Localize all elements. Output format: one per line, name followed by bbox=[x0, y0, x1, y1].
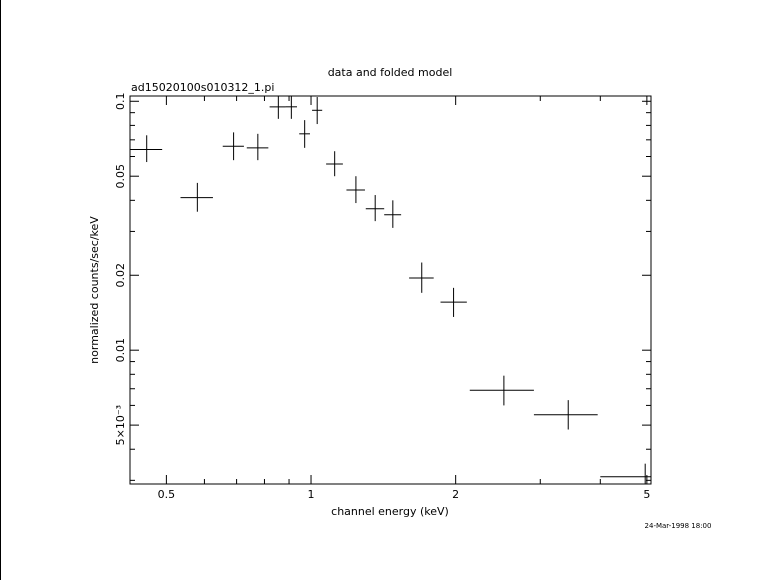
y-axis-label: normalized counts/sec/keV bbox=[88, 216, 101, 364]
data-point bbox=[365, 195, 385, 222]
x-tick-label: 1 bbox=[308, 488, 315, 501]
axis-ticks: 0.5 1 2 5 5×10⁻³ 0.01 0.02 0.05 0.1 bbox=[114, 93, 651, 501]
x-tick-label: 2 bbox=[452, 488, 459, 501]
data-point bbox=[299, 120, 310, 148]
data-point bbox=[246, 133, 269, 161]
data-point bbox=[469, 375, 534, 406]
y-tick-label: 0.01 bbox=[114, 338, 127, 363]
y-tick-label: 0.05 bbox=[114, 164, 127, 189]
plot-frame bbox=[129, 95, 652, 485]
y-tick-label: 0.02 bbox=[114, 263, 127, 288]
data-point bbox=[409, 262, 434, 293]
data-point bbox=[326, 151, 343, 177]
data-point bbox=[312, 97, 323, 125]
x-axis-label: channel energy (keV) bbox=[331, 505, 449, 518]
data-point bbox=[285, 96, 297, 119]
y-tick-label: 5×10⁻³ bbox=[114, 405, 127, 445]
data-point bbox=[600, 463, 651, 484]
timestamp: 24-Mar-1998 18:00 bbox=[645, 522, 712, 530]
chart-title: data and folded model bbox=[328, 66, 453, 79]
x-tick-label: 0.5 bbox=[158, 488, 176, 501]
data-point bbox=[440, 287, 467, 317]
x-tick-label: 5 bbox=[643, 488, 650, 501]
data-points bbox=[130, 96, 651, 484]
data-point bbox=[533, 400, 598, 430]
data-point bbox=[269, 96, 286, 119]
data-point bbox=[222, 132, 244, 161]
data-point bbox=[346, 176, 365, 204]
y-tick-label: 0.1 bbox=[114, 93, 127, 111]
data-point bbox=[384, 200, 402, 228]
chart-subtitle: ad15020100s010312_1.pi bbox=[131, 81, 274, 94]
data-point bbox=[130, 135, 163, 163]
data-point bbox=[180, 182, 213, 212]
